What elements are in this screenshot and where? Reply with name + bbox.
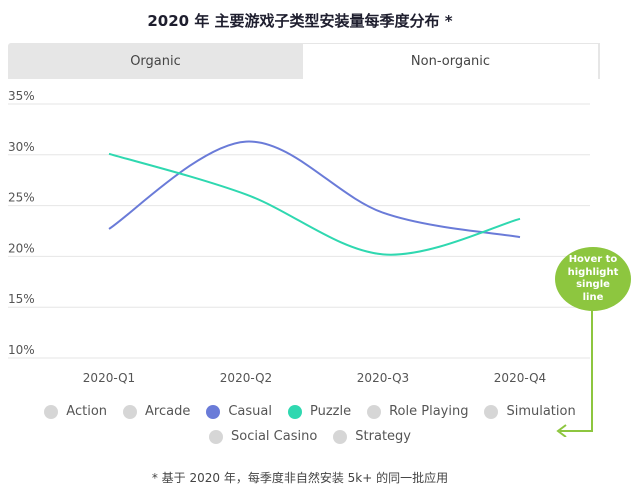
series-layer bbox=[108, 140, 521, 256]
tab-non-organic[interactable]: Non-organic bbox=[303, 43, 600, 79]
legend-dot-icon bbox=[287, 404, 302, 419]
hint-arrow-icon bbox=[556, 305, 593, 437]
y-tick-label: 20% bbox=[8, 241, 35, 255]
legend-item-casual[interactable]: Casual bbox=[206, 404, 272, 419]
x-tick-label: 2020-Q4 bbox=[494, 371, 546, 385]
legend-dot-icon bbox=[123, 404, 138, 419]
footnote: * 基于 2020 年，每季度非自然安装 5k+ 的同一批应用 bbox=[151, 471, 449, 485]
x-tick-label: 2020-Q3 bbox=[357, 371, 409, 385]
chart-title: 2020 年 主要游戏子类型安装量每季度分布 * bbox=[147, 12, 453, 30]
y-tick-label: 25% bbox=[8, 191, 35, 205]
legend-item-strategy[interactable]: Strategy bbox=[333, 429, 411, 444]
legend-item-social-casino[interactable]: Social Casino bbox=[209, 429, 317, 444]
x-tick-label: 2020-Q2 bbox=[220, 371, 272, 385]
legend-item-action[interactable]: Action bbox=[44, 404, 107, 419]
x-tick-label: 2020-Q1 bbox=[83, 371, 135, 385]
legend-label: Casual bbox=[228, 404, 272, 419]
legend: Action Arcade Casual Puzzle Role Playing Simu… bbox=[40, 404, 580, 444]
legend-label: Social Casino bbox=[231, 429, 318, 444]
y-tick-label: 35% bbox=[8, 90, 35, 103]
y-tick-label: 15% bbox=[8, 292, 35, 306]
legend-label: Strategy bbox=[355, 429, 411, 444]
legend-label: Role Playing bbox=[389, 404, 469, 419]
legend-dot-icon bbox=[484, 404, 499, 419]
legend-dot-icon bbox=[206, 404, 221, 419]
legend-dot-icon bbox=[367, 404, 382, 419]
legend-dot-icon bbox=[333, 429, 348, 444]
legend-dot-icon bbox=[209, 429, 223, 444]
y-tick-label: 30% bbox=[8, 140, 35, 154]
line-chart: 35% 30% 25% 20% 15% 10% 2020-Q1 2020-Q2 2020-Q3… bbox=[8, 90, 590, 385]
legend-item-arcade[interactable]: Arcade bbox=[123, 404, 190, 419]
x-axis-ticks: 2020-Q1 2020-Q2 2020-Q3 2020-Q4 bbox=[83, 371, 546, 385]
hover-hint-text: Hover to highlight single line bbox=[567, 254, 619, 303]
legend-label: Puzzle bbox=[309, 404, 352, 419]
tab-bar: Organic Non-organic bbox=[8, 43, 600, 79]
legend-label: Arcade bbox=[145, 404, 191, 419]
hover-hint-badge: Hover to highlight single line bbox=[555, 247, 631, 311]
series-line-casual[interactable] bbox=[108, 140, 521, 239]
legend-label: Simulation bbox=[506, 404, 576, 419]
legend-item-role-playing[interactable]: Role Playing bbox=[367, 404, 468, 419]
legend-label: Action bbox=[66, 404, 108, 419]
legend-item-puzzle[interactable]: Puzzle bbox=[287, 404, 352, 419]
series-line-puzzle[interactable] bbox=[108, 152, 521, 256]
grid: 35% 30% 25% 20% 15% 10% bbox=[8, 90, 590, 359]
tab-organic[interactable]: Organic bbox=[8, 43, 303, 79]
y-tick-label: 10% bbox=[8, 343, 35, 357]
legend-dot-icon bbox=[44, 404, 59, 419]
legend-item-simulation[interactable]: Simulation bbox=[484, 404, 576, 419]
